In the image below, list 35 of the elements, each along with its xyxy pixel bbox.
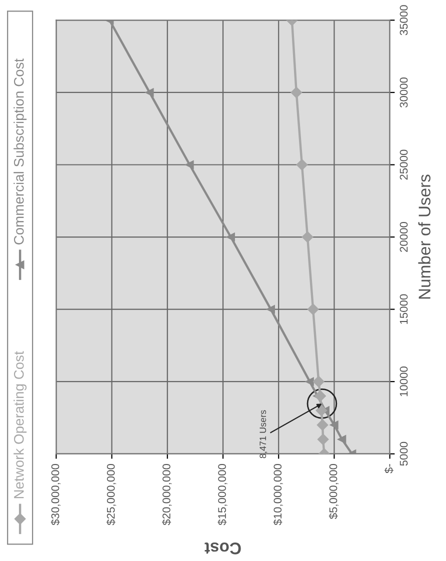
x-tick-label: $15,000,000: [218, 464, 228, 526]
x-tick-label: $-: [384, 464, 394, 474]
annotation: 8,471 Users: [260, 410, 268, 458]
y-tick-label: 30000: [400, 77, 408, 108]
point: [302, 231, 314, 243]
y-tick-label: 15000: [400, 294, 408, 324]
point: [307, 304, 319, 315]
y-tick-label: 20000: [400, 222, 408, 252]
x-tick-label: $30,000,000: [50, 464, 60, 526]
point: [185, 160, 194, 169]
point: [317, 434, 329, 445]
y-tick-label: 25000: [400, 150, 408, 180]
point: [296, 159, 308, 170]
point: [266, 305, 275, 314]
point: [313, 376, 324, 388]
point: [338, 435, 346, 444]
point: [145, 88, 154, 97]
point: [316, 404, 328, 416]
x-tick-label: $5,000,000: [328, 464, 338, 520]
point: [306, 377, 314, 386]
y-tick-label: 10000: [400, 366, 408, 396]
y-tick-label: 5000: [400, 442, 408, 466]
x-tick-label: $10,000,000: [273, 464, 283, 526]
point: [316, 419, 328, 431]
point: [330, 420, 338, 430]
text: Commercial Subscription Cost: [14, 58, 27, 244]
point: [314, 390, 326, 402]
point: [226, 232, 235, 242]
x-axis-title: Cost: [204, 542, 241, 554]
y-axis-title: Number of Users: [418, 174, 430, 299]
point: [290, 86, 302, 98]
x-tick-label: $20,000,000: [162, 464, 172, 526]
text: Network Operating Cost: [14, 351, 27, 498]
x-tick-label: $25,000,000: [106, 464, 116, 526]
y-tick-label: 35000: [400, 5, 408, 36]
